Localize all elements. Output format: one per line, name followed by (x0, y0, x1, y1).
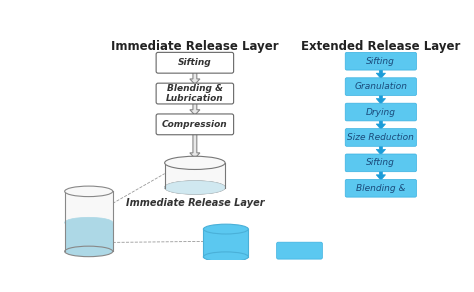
Ellipse shape (203, 252, 248, 262)
Polygon shape (376, 145, 385, 155)
FancyBboxPatch shape (345, 154, 417, 172)
Bar (203, 229, 248, 257)
Text: Extended Release Layer: Extended Release Layer (301, 40, 461, 53)
Text: Size Reduction: Size Reduction (347, 133, 414, 142)
Polygon shape (190, 103, 200, 115)
Text: Compression: Compression (162, 120, 228, 129)
FancyBboxPatch shape (156, 114, 234, 135)
Ellipse shape (164, 156, 225, 169)
FancyBboxPatch shape (345, 103, 417, 121)
Bar (64, 191, 113, 251)
Text: Immediate Release Layer: Immediate Release Layer (111, 40, 279, 53)
Text: Immediate Release Layer: Immediate Release Layer (126, 198, 264, 208)
Text: Sifting: Sifting (366, 158, 395, 167)
Text: Granulation: Granulation (355, 82, 407, 91)
Bar (164, 163, 225, 187)
Polygon shape (376, 95, 385, 104)
Polygon shape (376, 171, 385, 180)
FancyBboxPatch shape (156, 83, 234, 104)
Text: Blending &: Blending & (356, 184, 406, 193)
Bar (164, 163, 225, 187)
Bar (203, 231, 248, 257)
Text: Blending &
Lubrication: Blending & Lubrication (166, 84, 224, 103)
FancyBboxPatch shape (156, 52, 234, 73)
Polygon shape (376, 69, 385, 79)
FancyBboxPatch shape (277, 242, 322, 259)
Bar (64, 191, 113, 251)
Ellipse shape (164, 181, 225, 194)
Text: Sifting: Sifting (366, 57, 395, 66)
Ellipse shape (203, 224, 248, 234)
Text: Drying: Drying (366, 107, 396, 117)
Bar (203, 229, 248, 257)
FancyBboxPatch shape (345, 52, 417, 70)
FancyBboxPatch shape (345, 179, 417, 197)
Bar (64, 223, 113, 251)
Polygon shape (376, 120, 385, 129)
Ellipse shape (64, 246, 113, 257)
Ellipse shape (64, 186, 113, 197)
FancyBboxPatch shape (345, 78, 417, 95)
FancyBboxPatch shape (345, 128, 417, 146)
Ellipse shape (164, 181, 225, 194)
Text: Sifting: Sifting (178, 58, 212, 67)
Polygon shape (190, 134, 200, 158)
Ellipse shape (64, 217, 113, 228)
Polygon shape (190, 72, 200, 84)
Ellipse shape (203, 226, 248, 236)
